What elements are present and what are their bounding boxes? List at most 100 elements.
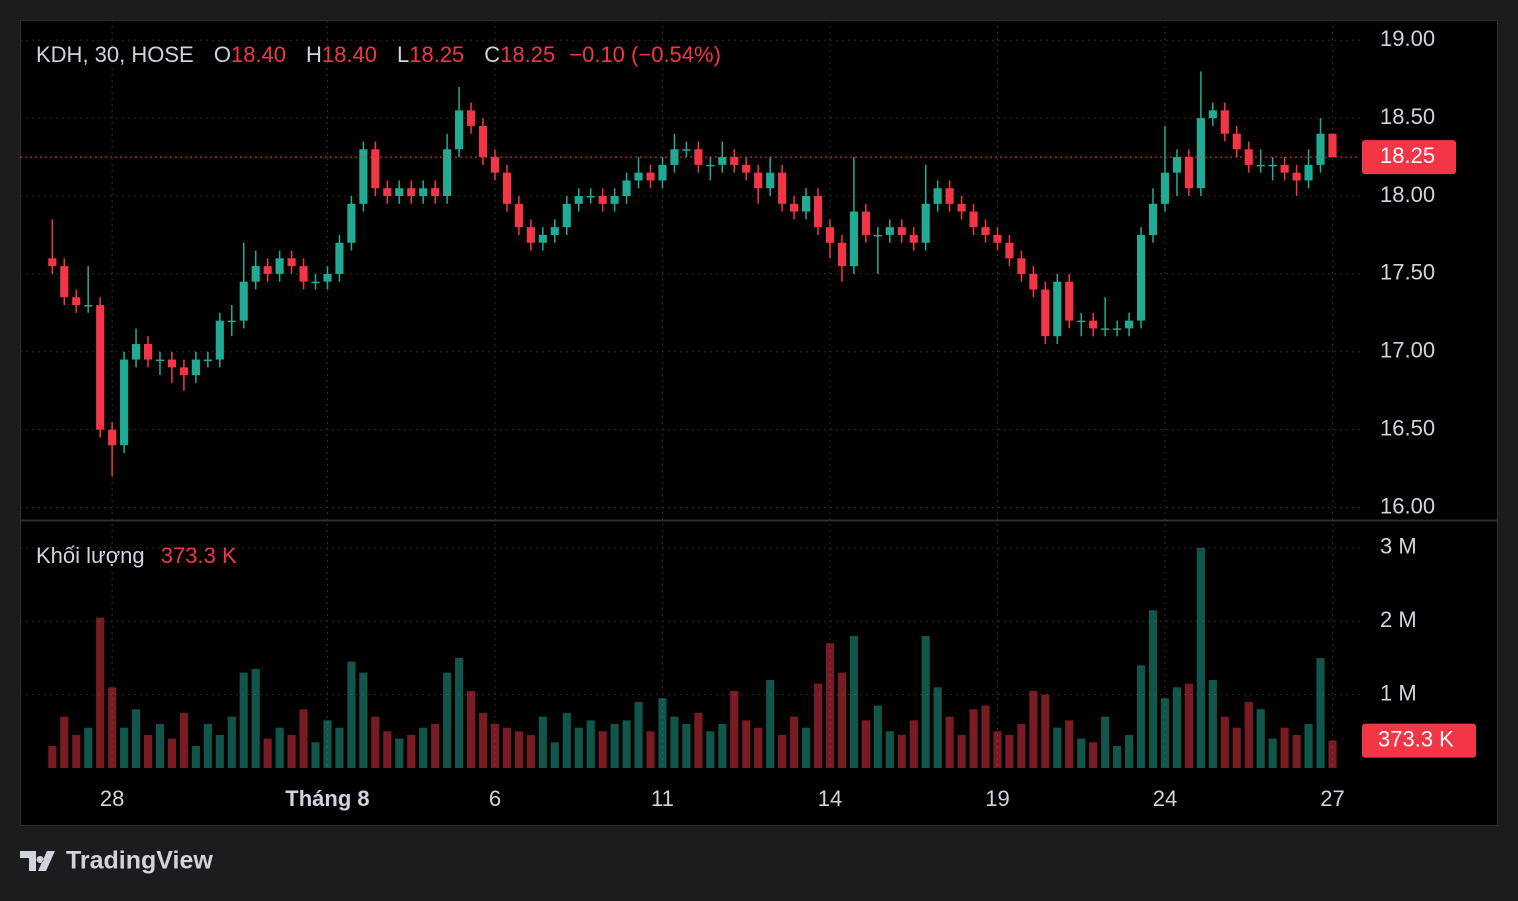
candle-body — [993, 234, 1002, 243]
candle-body — [1220, 110, 1229, 134]
volume-bar — [586, 720, 595, 768]
volume-bar — [598, 731, 607, 768]
volume-bar — [790, 716, 799, 768]
candle-body — [778, 172, 787, 204]
candle-body — [120, 359, 129, 446]
x-tick-label: 14 — [818, 786, 842, 811]
volume-bar — [1148, 610, 1158, 768]
x-tick-label: 11 — [651, 786, 674, 811]
candle-body — [1113, 328, 1122, 330]
candle-body — [742, 164, 751, 173]
volume-bar — [778, 734, 787, 768]
candle-body — [478, 125, 488, 158]
candle-body — [419, 188, 428, 197]
candle-body — [1029, 273, 1038, 290]
symbol: KDH, 30, HOSE — [36, 42, 194, 67]
last-price-label: 18.25 — [1380, 143, 1435, 168]
volume-bar — [646, 731, 655, 768]
candle-body — [1172, 157, 1182, 173]
candle-body — [323, 273, 332, 282]
candle-body — [897, 227, 906, 235]
volume-bar — [1065, 720, 1074, 768]
volume-bar — [574, 727, 583, 768]
volume-bar — [610, 723, 619, 768]
volume-bar — [347, 661, 356, 768]
volume-bar — [1208, 679, 1217, 768]
candle-body — [203, 359, 212, 362]
ohlc-key: L — [397, 42, 409, 67]
candle-body — [849, 211, 858, 267]
candle-body — [347, 203, 356, 243]
volume-bar — [60, 716, 69, 768]
candle-body — [72, 297, 81, 306]
volume-bar — [84, 727, 93, 768]
candle-body — [155, 359, 165, 362]
volume-bar — [203, 723, 212, 768]
y-tick-label: 18.50 — [1380, 104, 1435, 129]
volume-bar — [155, 723, 165, 768]
logo: TradingView — [20, 847, 213, 875]
candle-body — [574, 196, 583, 204]
x-tick-label: 28 — [100, 786, 124, 811]
y-tick-label: 19.00 — [1380, 26, 1435, 51]
volume-bar — [490, 723, 500, 768]
volume-bar — [837, 672, 847, 768]
x-tick-label: 19 — [985, 786, 1009, 811]
last-price-tag — [1362, 140, 1456, 175]
volume-value: 373.3 K — [161, 543, 237, 568]
candle-body — [682, 149, 691, 151]
volume-bar — [120, 727, 129, 768]
candle-body — [825, 227, 835, 243]
candle-body — [96, 305, 105, 430]
price-pane — [48, 71, 1337, 477]
candle-body — [945, 188, 954, 204]
candle-body — [215, 320, 224, 360]
candle-body — [921, 203, 930, 243]
volume-bar — [993, 731, 1002, 768]
candle-body — [706, 164, 715, 167]
volume-bar — [502, 727, 512, 768]
candle-body — [431, 188, 440, 197]
candle-body — [275, 258, 284, 274]
candle-body — [1017, 258, 1026, 274]
candle-body — [622, 180, 631, 197]
volume-bar — [1160, 698, 1170, 768]
candle-body — [598, 196, 607, 204]
volume-bar — [251, 668, 260, 768]
volume-bar — [825, 643, 835, 768]
candle-body — [1136, 234, 1146, 321]
candle-body — [634, 172, 643, 181]
x-tick-label: Tháng 8 — [285, 786, 369, 811]
candle-body — [239, 281, 248, 321]
volume-bar — [455, 657, 464, 768]
volume-bar — [634, 701, 643, 768]
candle-body — [801, 196, 811, 212]
volume-bar — [143, 734, 153, 768]
volume-bar — [419, 727, 428, 768]
x-tick-label: 24 — [1153, 786, 1177, 811]
candle-body — [1148, 203, 1158, 235]
volume-bar — [742, 720, 751, 768]
volume-bar — [179, 712, 188, 768]
candle-body — [167, 359, 177, 368]
candle-body — [1053, 281, 1062, 337]
x-tick-label: 6 — [489, 786, 501, 811]
volume-bar — [1220, 716, 1229, 768]
y-tick-label: 17.00 — [1380, 338, 1435, 363]
volume-bar — [909, 720, 918, 768]
volume-bar — [431, 723, 440, 768]
volume-bar — [1304, 723, 1313, 768]
volume-tick-label: 3 M — [1380, 534, 1417, 559]
volume-bar — [1029, 690, 1038, 768]
volume-bar — [395, 738, 404, 768]
volume-pane — [48, 547, 1337, 768]
candle-body — [514, 203, 523, 228]
volume-bar — [849, 635, 858, 768]
candle-body — [1005, 242, 1014, 259]
candle-body — [873, 234, 882, 237]
volume-bar — [1280, 727, 1289, 768]
candle-body — [84, 305, 93, 307]
volume-bar — [921, 635, 930, 768]
candle-body — [885, 227, 894, 235]
